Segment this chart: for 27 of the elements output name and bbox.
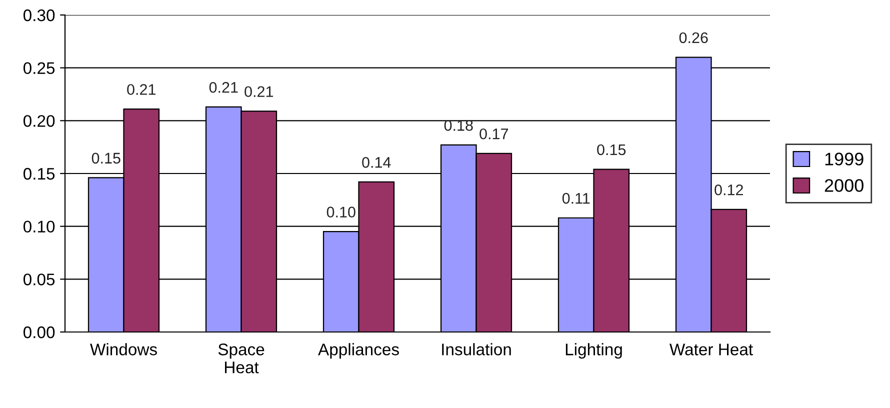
legend-label: 2000 <box>824 179 864 192</box>
y-tick-label: 0.15 <box>23 168 55 180</box>
x-tick-label: Water Heat <box>669 344 753 356</box>
data-label: 0.21 <box>127 84 156 95</box>
data-label: 0.17 <box>480 128 508 140</box>
x-tick-label: Appliances <box>318 343 399 359</box>
y-tick-label: 0.05 <box>23 274 55 286</box>
data-label: 0.21 <box>209 82 238 93</box>
y-tick-label: 0.25 <box>23 62 55 74</box>
x-tick-label: Windows <box>90 343 157 356</box>
data-label: 0.10 <box>326 206 356 218</box>
data-label: 0.12 <box>714 184 743 196</box>
data-label: 0.15 <box>597 144 626 156</box>
data-label: 0.14 <box>362 157 391 168</box>
data-label: 0.26 <box>679 32 708 44</box>
x-tick-label: Lighting <box>566 343 622 359</box>
legend-label: 1999 <box>825 152 864 166</box>
data-label: 0.21 <box>244 86 273 98</box>
x-tick-label: Space Heat <box>218 344 264 374</box>
y-tick-label: 0.10 <box>23 220 55 233</box>
data-label: 0.11 <box>562 192 590 204</box>
y-tick-label: 0.20 <box>23 115 55 127</box>
data-label: 0.15 <box>92 152 120 164</box>
x-tick-label: Insulation <box>442 343 511 356</box>
y-tick-label: 0.30 <box>23 9 55 22</box>
y-tick-label: 0.00 <box>23 326 55 338</box>
data-label: 0.18 <box>444 120 473 131</box>
